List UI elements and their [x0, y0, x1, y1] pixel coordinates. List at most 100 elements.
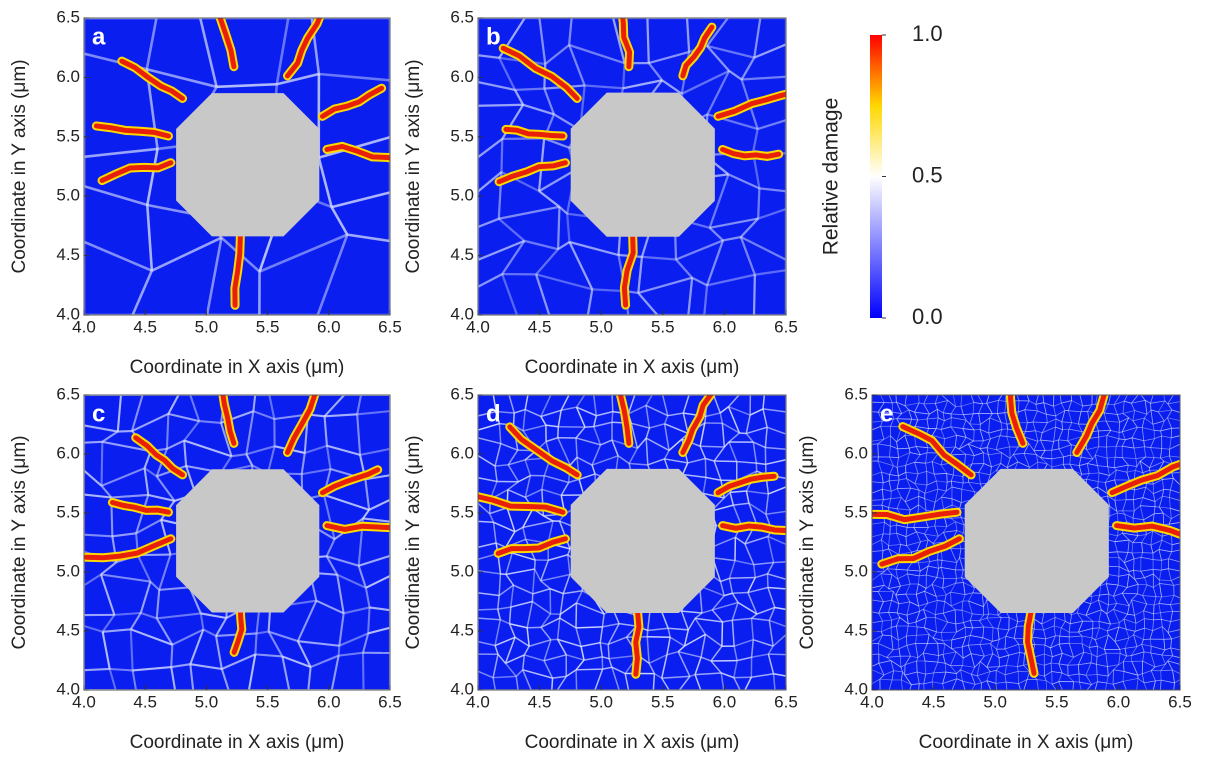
grain-boundary	[1088, 647, 1093, 655]
grain-boundary	[896, 401, 906, 407]
y-tick-label: 5.0	[56, 186, 80, 205]
grain-boundary	[978, 413, 981, 425]
grain-boundary	[950, 548, 958, 563]
grain-boundary	[641, 255, 677, 261]
grain-boundary	[914, 473, 919, 484]
grain-boundary	[990, 643, 997, 650]
grain-boundary	[723, 592, 733, 597]
grain-boundary	[1144, 417, 1154, 425]
grain-boundary	[1128, 417, 1134, 422]
grain-boundary	[734, 559, 754, 566]
grain-boundary	[646, 18, 650, 64]
crack	[503, 126, 566, 139]
grain-boundary	[1150, 652, 1162, 656]
grain-boundary	[1161, 558, 1169, 561]
grain-boundary	[932, 631, 937, 639]
grain-boundary	[592, 395, 598, 416]
grain-boundary	[1153, 559, 1162, 561]
grain-boundary	[883, 670, 894, 676]
grain-boundary	[365, 575, 390, 589]
grain-boundary	[367, 626, 390, 635]
grain-boundary	[878, 611, 889, 614]
grain-boundary	[961, 577, 964, 583]
grain-boundary	[1008, 626, 1017, 631]
grain-boundary	[552, 675, 567, 679]
crack	[1008, 395, 1026, 446]
grain-boundary	[898, 544, 901, 555]
grain-boundary	[1098, 609, 1102, 622]
grain-boundary	[924, 588, 927, 592]
grain-boundary	[1143, 610, 1145, 619]
grain-boundary	[1121, 439, 1126, 447]
grain-boundary	[627, 395, 636, 415]
grain-boundary	[1004, 636, 1007, 650]
grain-boundary	[607, 636, 627, 646]
grain-boundary	[906, 478, 916, 484]
grain-boundary	[148, 493, 175, 502]
grain-boundary	[84, 533, 113, 538]
grain-boundary	[544, 44, 570, 65]
grain-boundary	[981, 680, 987, 684]
grain-boundary	[1162, 495, 1170, 498]
crack	[680, 24, 715, 79]
grain-boundary	[897, 573, 908, 580]
grain-boundary	[896, 625, 899, 641]
grain-boundary	[199, 613, 205, 630]
grain-boundary	[1152, 530, 1163, 537]
grain-boundary	[881, 627, 892, 633]
grain-boundary	[1152, 626, 1163, 632]
grain-boundary	[913, 527, 917, 533]
grain-boundary	[1041, 617, 1056, 625]
grain-boundary	[916, 634, 930, 636]
grain-boundary	[881, 482, 884, 490]
grain-boundary	[891, 625, 897, 628]
grain-boundary	[951, 631, 957, 641]
grain-boundary	[766, 562, 775, 575]
grain-boundary	[324, 413, 358, 418]
grain-boundary	[918, 570, 921, 576]
grain-boundary	[1140, 460, 1150, 468]
x-axis-title: Coordinate in X axis (μm)	[130, 357, 345, 378]
grain-boundary	[116, 395, 123, 432]
grain-boundary	[762, 408, 768, 428]
grain-boundary	[928, 565, 939, 569]
y-tick-label: 6.5	[450, 384, 474, 403]
grain-boundary	[896, 508, 901, 515]
grain-boundary	[923, 609, 927, 618]
grain-boundary	[1105, 420, 1112, 431]
grain-boundary	[630, 423, 639, 449]
grain-boundary	[1131, 542, 1134, 554]
grain-boundary	[678, 650, 702, 658]
grain-boundary	[1063, 454, 1071, 458]
grain-boundary	[935, 617, 948, 623]
grain-boundary	[1096, 664, 1098, 675]
grain-boundary	[1044, 671, 1052, 677]
grain-boundary	[914, 462, 919, 474]
grain-boundary	[109, 667, 133, 672]
grain-boundary	[1094, 454, 1098, 466]
grain-boundary	[1161, 654, 1166, 665]
grain-boundary	[576, 406, 597, 417]
grain-boundary	[986, 438, 991, 448]
y-tick-label: 6.0	[844, 443, 868, 462]
grain-boundary	[884, 521, 891, 527]
grain-boundary	[1140, 556, 1154, 560]
grain-boundary	[1087, 404, 1093, 412]
crack	[119, 58, 186, 101]
grain-boundary	[908, 409, 913, 420]
grain-boundary	[765, 446, 786, 450]
grain-boundary	[478, 81, 516, 92]
grain-boundary	[478, 502, 491, 515]
grain-boundary	[960, 489, 963, 503]
grain-boundary	[733, 646, 738, 661]
grain-boundary	[535, 248, 559, 276]
grain-boundary	[1033, 441, 1039, 451]
grain-boundary	[507, 449, 519, 466]
grain-boundary	[732, 591, 748, 594]
grain-boundary	[1117, 413, 1124, 415]
grain-boundary	[601, 613, 605, 627]
grain-boundary	[1154, 457, 1161, 459]
grain-boundary	[478, 455, 496, 467]
grain-boundary	[1047, 463, 1053, 468]
grain-boundary	[1141, 542, 1144, 553]
